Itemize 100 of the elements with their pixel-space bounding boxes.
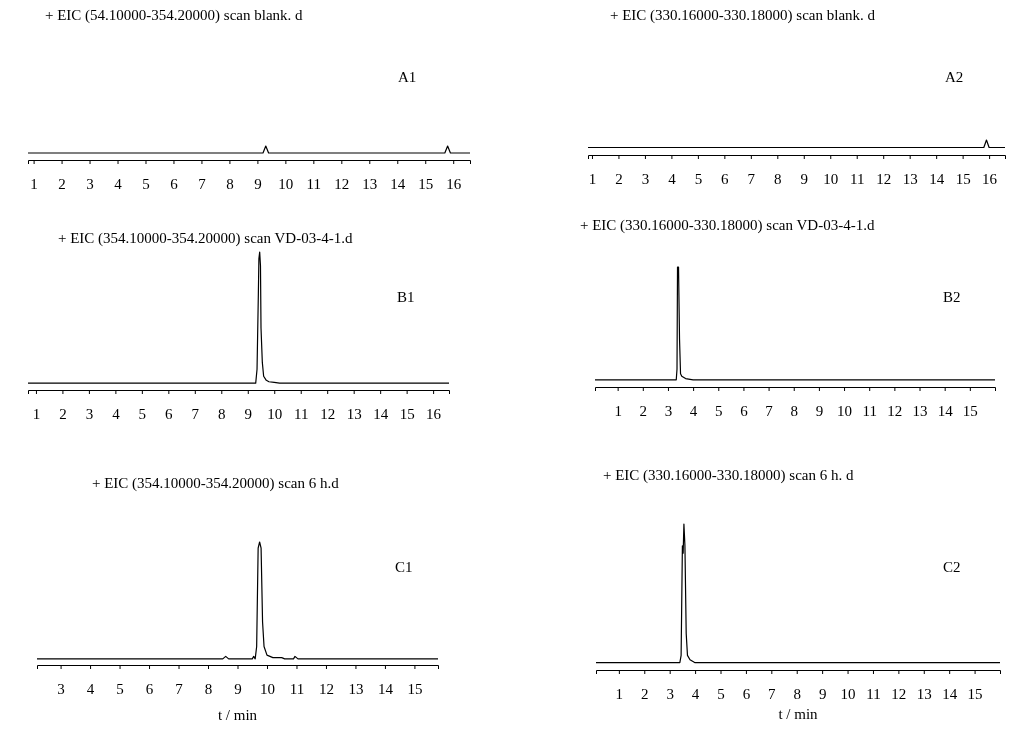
x-tick-label: 10 — [267, 405, 283, 422]
x-tick-label: 1 — [588, 170, 597, 187]
x-tick-label: 5 — [142, 175, 150, 192]
x-tick-label: 7 — [747, 170, 756, 187]
x-tick-label: 6 — [742, 685, 751, 702]
x-tick-label: 5 — [116, 680, 124, 697]
x-tick-label: 9 — [818, 685, 827, 702]
x-tick-label: 13 — [348, 680, 364, 697]
text: A1 — [398, 69, 417, 85]
chart-title: + EIC (330.16000-330.18000) scan blank. d — [610, 7, 876, 24]
x-tick-label: 6 — [740, 402, 749, 419]
x-tick-label: 5 — [138, 405, 147, 422]
x-tick-label: 10 — [840, 685, 856, 702]
x-tick-label: 1 — [30, 175, 38, 192]
chart-title: + EIC (330.16000-330.18000) scan 6 h. d — [603, 467, 855, 484]
x-tick-label: 4 — [114, 175, 123, 192]
x-tick-label: 9 — [244, 405, 253, 422]
chart-title: + EIC (354.10000-354.20000) scan 6 h.d — [92, 475, 340, 492]
x-tick-label: 9 — [815, 402, 824, 419]
chart-title: + EIC (354.10000-354.20000) scan VD-03-4-1.d — [58, 230, 353, 247]
x-tick-label: 14 — [937, 402, 954, 419]
x-tick-label: 13 — [362, 175, 378, 192]
x-tick-label: 2 — [615, 170, 623, 187]
x-tick-label: 6 — [170, 175, 179, 192]
x-tick-label: 16 — [982, 170, 998, 187]
x-tick-label: 13 — [916, 685, 932, 702]
x-tick-label: 11 — [289, 680, 305, 697]
x-tick-label: 5 — [694, 170, 703, 187]
x-tick-label: 15 — [407, 680, 423, 697]
x-tick-label: 5 — [717, 685, 725, 702]
x-tick-label: 10 — [823, 170, 839, 187]
x-tick-label: 14 — [929, 170, 945, 187]
x-tick-label: 11 — [306, 175, 322, 192]
x-tick-label: 3 — [57, 680, 65, 697]
x-tick-label: 3 — [86, 175, 94, 192]
x-tick-label: 2 — [58, 175, 66, 192]
x-tick-label: 2 — [639, 402, 648, 419]
x-tick-label: 3 — [664, 402, 673, 419]
x-tick-label: 9 — [800, 170, 809, 187]
x-axis-title: t / min — [217, 707, 258, 723]
x-tick-label: 16 — [446, 175, 462, 192]
x-tick-label: 10 — [837, 402, 853, 419]
x-tick-label: 3 — [641, 170, 650, 187]
x-tick-label: 8 — [204, 680, 213, 697]
x-tick-label: 11 — [862, 402, 877, 419]
x-tick-label: 11 — [866, 685, 881, 702]
x-tick-label: 7 — [175, 680, 184, 697]
x-tick-label: 12 — [320, 405, 336, 422]
text: A2 — [945, 69, 964, 85]
x-tick-label: 3 — [85, 405, 94, 422]
x-tick-label: 8 — [774, 170, 782, 187]
x-tick-label: 8 — [793, 685, 801, 702]
x-tick-label: 14 — [390, 175, 406, 192]
x-tick-label: 1 — [615, 685, 624, 702]
x-tick-label: 4 — [668, 170, 677, 187]
x-axis-title: t / min — [778, 706, 819, 722]
x-tick-label: 9 — [234, 680, 242, 697]
x-tick-label: 7 — [768, 685, 777, 702]
x-tick-label: 15 — [399, 405, 415, 422]
x-tick-label: 15 — [967, 685, 983, 702]
x-tick-label: 8 — [790, 402, 798, 419]
x-tick-label: 15 — [962, 402, 978, 419]
x-tick-label: 15 — [418, 175, 434, 192]
chart-title: + EIC (54.10000-354.20000) scan blank. d — [45, 7, 304, 24]
x-tick-label: 1 — [614, 402, 622, 419]
x-tick-label: 13 — [346, 405, 362, 422]
annotation: C2 — [943, 559, 961, 575]
x-tick-label: 6 — [145, 680, 154, 697]
x-tick-label: 4 — [691, 685, 700, 702]
x-tick-label: 14 — [373, 405, 389, 422]
x-tick-label: 12 — [887, 402, 903, 419]
x-tick-label: 10 — [259, 680, 275, 697]
x-tick-label: 6 — [165, 405, 174, 422]
x-tick-label: 7 — [191, 405, 200, 422]
x-tick-label: 11 — [850, 170, 865, 187]
x-tick-label: 14 — [942, 685, 958, 702]
x-tick-label: 14 — [377, 680, 394, 697]
x-tick-label: 6 — [721, 170, 730, 187]
chart-title: + EIC (330.16000-330.18000) scan VD-03-4-1.d — [580, 217, 875, 234]
x-tick-label: 3 — [666, 685, 674, 702]
annotation: C1 — [395, 559, 413, 575]
x-tick-label: 5 — [715, 402, 723, 419]
x-tick-label: 4 — [86, 680, 95, 697]
x-tick-label: 15 — [955, 170, 971, 187]
x-tick-label: 1 — [32, 405, 41, 422]
x-tick-label: 12 — [876, 170, 892, 187]
x-tick-label: 4 — [112, 405, 121, 422]
x-tick-label: 13 — [902, 170, 918, 187]
x-tick-label: 13 — [912, 402, 928, 419]
x-tick-label: 4 — [689, 402, 698, 419]
x-tick-label: 2 — [59, 405, 67, 422]
x-tick-label: 8 — [218, 405, 226, 422]
x-tick-label: 9 — [254, 175, 262, 192]
annotation: B2 — [943, 289, 961, 305]
x-tick-label: 12 — [891, 685, 907, 702]
x-tick-label: 11 — [294, 405, 309, 422]
x-tick-label: 12 — [318, 680, 334, 697]
x-tick-label: 12 — [334, 175, 350, 192]
x-tick-label: 2 — [641, 685, 649, 702]
x-tick-label: 16 — [426, 405, 442, 422]
